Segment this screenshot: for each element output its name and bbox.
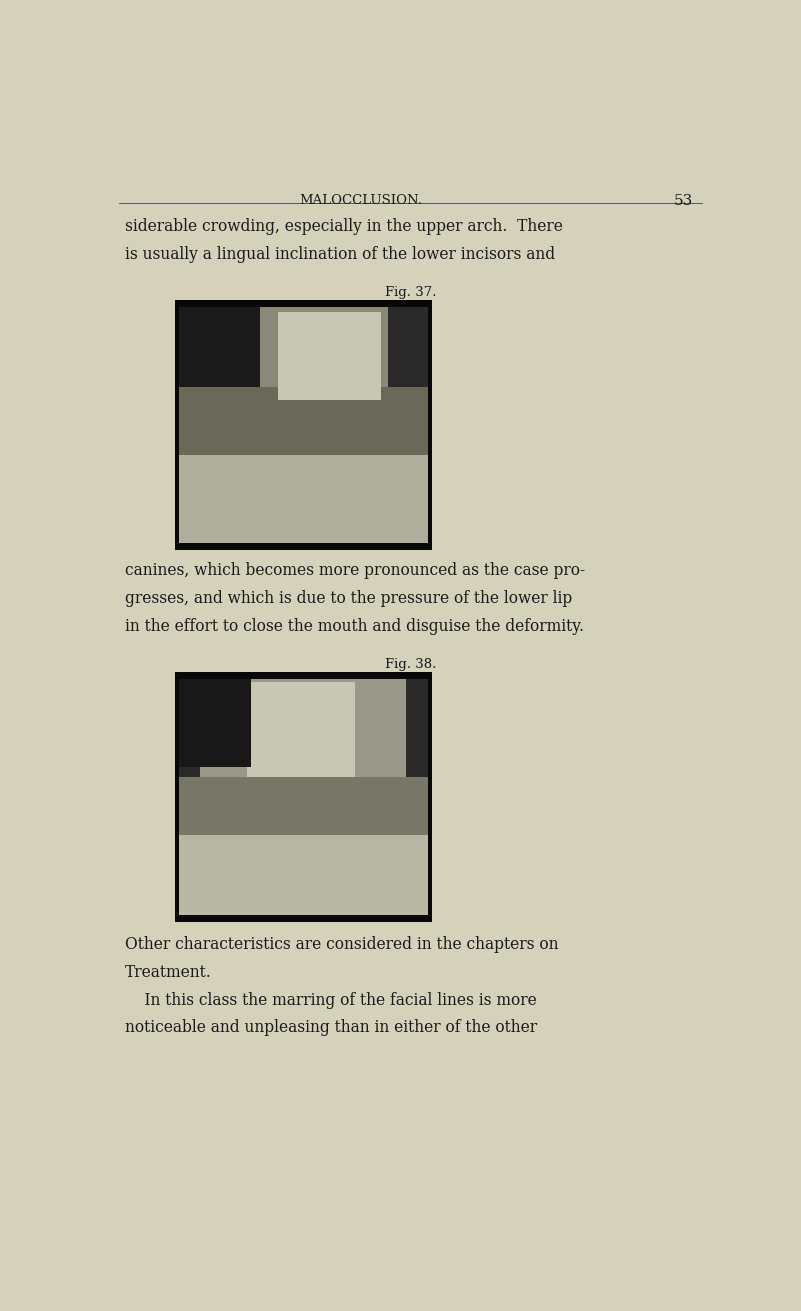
- Text: Fig. 38.: Fig. 38.: [384, 658, 437, 670]
- Bar: [278, 312, 380, 400]
- Text: siderable crowding, especially in the upper arch.  There: siderable crowding, especially in the up…: [125, 218, 563, 235]
- Bar: [179, 307, 428, 543]
- Bar: [175, 671, 433, 922]
- Text: MALOCCLUSION.: MALOCCLUSION.: [300, 194, 422, 207]
- Text: In this class the marring of the facial lines is more: In this class the marring of the facial …: [125, 991, 537, 1008]
- Bar: [260, 307, 388, 413]
- Bar: [179, 835, 428, 915]
- Text: is usually a lingual inclination of the lower incisors and: is usually a lingual inclination of the …: [125, 245, 555, 262]
- Bar: [247, 682, 355, 777]
- Bar: [179, 777, 428, 852]
- Text: Treatment.: Treatment.: [125, 964, 211, 981]
- Text: Other characteristics are considered in the chapters on: Other characteristics are considered in …: [125, 936, 558, 953]
- Text: gresses, and which is due to the pressure of the lower lip: gresses, and which is due to the pressur…: [125, 590, 572, 607]
- Text: Fig. 37.: Fig. 37.: [384, 286, 437, 299]
- Bar: [179, 679, 251, 767]
- Text: canines, which becomes more pronounced as the case pro-: canines, which becomes more pronounced a…: [125, 562, 585, 579]
- Text: 53: 53: [674, 194, 694, 207]
- Bar: [200, 679, 406, 797]
- Bar: [175, 300, 433, 551]
- Bar: [179, 455, 428, 543]
- Bar: [179, 387, 428, 475]
- Bar: [179, 679, 428, 915]
- Text: noticeable and unpleasing than in either of the other: noticeable and unpleasing than in either…: [125, 1020, 537, 1037]
- Text: in the effort to close the mouth and disguise the deformity.: in the effort to close the mouth and dis…: [125, 617, 584, 635]
- Bar: [179, 307, 277, 400]
